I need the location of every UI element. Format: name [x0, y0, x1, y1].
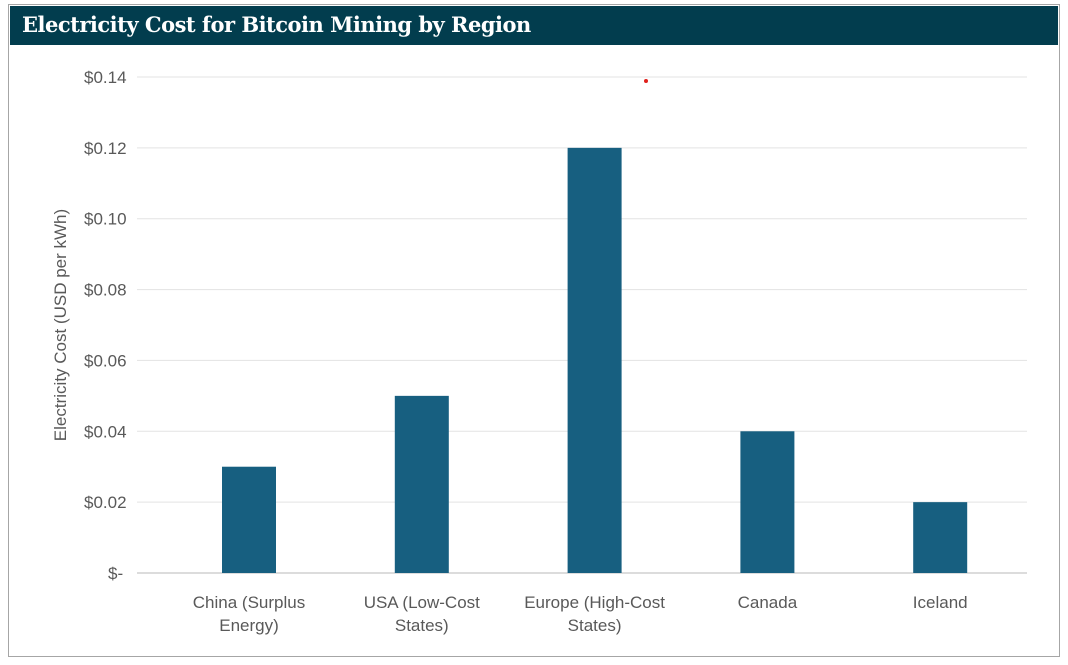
y-tick-label: $0.12 [84, 139, 127, 158]
x-tick-label: Iceland [913, 593, 968, 612]
bar [740, 431, 795, 573]
bar [913, 502, 968, 573]
y-tick-label: $0.02 [84, 493, 127, 512]
bar [222, 466, 276, 573]
x-tick-label: USA (Low-Cost [364, 593, 480, 612]
y-tick-label: $0.08 [84, 281, 127, 300]
x-tick-label: States) [568, 616, 622, 635]
x-tick-label: Energy) [219, 616, 279, 635]
y-tick-label: $0.14 [84, 68, 127, 87]
x-tick-label: Canada [738, 593, 798, 612]
y-axis-label: Electricity Cost (USD per kWh) [51, 209, 70, 441]
x-tick-label: States) [395, 616, 449, 635]
y-tick-label: $0.06 [84, 351, 127, 370]
bar [567, 147, 622, 573]
x-tick-label: China (Surplus [193, 593, 305, 612]
chart-frame [8, 4, 1060, 657]
y-tick-label: $- [108, 564, 123, 583]
y-tick-label: $0.04 [84, 422, 127, 441]
title-bar: Electricity Cost for Bitcoin Mining by R… [10, 6, 1058, 45]
red-dot-marker [644, 79, 648, 83]
chart-title: Electricity Cost for Bitcoin Mining by R… [22, 12, 531, 37]
y-tick-label: $0.10 [84, 210, 127, 229]
bar [394, 395, 449, 573]
x-tick-label: Europe (High-Cost [524, 593, 665, 612]
